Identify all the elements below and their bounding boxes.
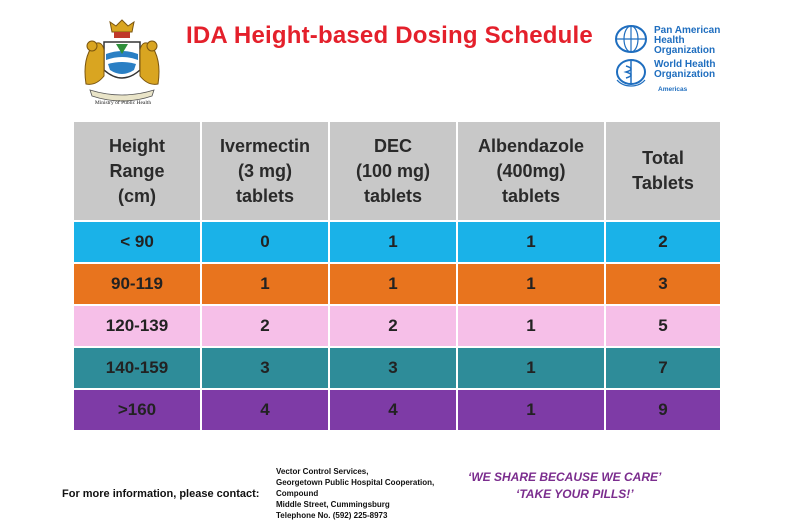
address-line: Compound — [276, 489, 319, 498]
height-range-cell: 90-119 — [74, 264, 202, 306]
dose-cell: 5 — [606, 306, 720, 348]
slogan-share: ‘WE SHARE BECAUSE WE CARE’ — [468, 470, 662, 484]
column-header: Albendazole (400mg) tablets — [458, 122, 606, 222]
address-line: Middle Street, Cummingsburg — [276, 500, 390, 509]
contact-address: Vector Control Services, Georgetown Publ… — [276, 466, 434, 521]
dose-cell: 9 — [606, 390, 720, 432]
address-line: Georgetown Public Hospital Cooperation, — [276, 478, 435, 487]
address-line: Vector Control Services, — [276, 467, 369, 476]
who-line-2: Organization — [654, 69, 716, 80]
column-header: Height Range (cm) — [74, 122, 202, 222]
dose-cell: 3 — [606, 264, 720, 306]
dose-cell: 1 — [458, 222, 606, 264]
crest-caption: Ministry of Public Health — [94, 100, 152, 106]
dose-cell: 2 — [606, 222, 720, 264]
column-header: DEC (100 mg) tablets — [330, 122, 458, 222]
dose-cell: 7 — [606, 348, 720, 390]
dose-cell: 1 — [458, 348, 606, 390]
dose-cell: 1 — [458, 264, 606, 306]
globe-icon — [615, 25, 647, 53]
paho-logo: Pan American Health Organization — [614, 24, 794, 56]
dose-cell: 4 — [330, 390, 458, 432]
dose-cell: 1 — [202, 264, 330, 306]
who-logo: World Health Organization Americas — [614, 58, 794, 93]
height-range-cell: 140-159 — [74, 348, 202, 390]
dose-cell: 1 — [330, 222, 458, 264]
dose-cell: 3 — [202, 348, 330, 390]
dose-cell: 2 — [330, 306, 458, 348]
column-header: Total Tablets — [606, 122, 720, 222]
paho-line-1: Pan American — [654, 25, 721, 36]
page-title: IDA Height-based Dosing Schedule — [186, 22, 593, 49]
dose-cell: 1 — [330, 264, 458, 306]
dose-cell: 3 — [330, 348, 458, 390]
column-header: Ivermectin (3 mg) tablets — [202, 122, 330, 222]
paho-line-3: Organization — [654, 45, 716, 56]
dose-cell: 4 — [202, 390, 330, 432]
contact-label: For more information, please contact: — [62, 488, 260, 500]
height-range-cell: >160 — [74, 390, 202, 432]
dose-cell: 2 — [202, 306, 330, 348]
paho-line-2: Health — [654, 35, 685, 46]
dose-cell: 0 — [202, 222, 330, 264]
height-range-cell: < 90 — [74, 222, 202, 264]
dose-cell: 1 — [458, 306, 606, 348]
who-emblem-icon — [616, 59, 646, 87]
height-range-cell: 120-139 — [74, 306, 202, 348]
slogan-pills: ‘TAKE YOUR PILLS!’ — [516, 487, 634, 501]
who-region-label: Americas — [658, 86, 688, 93]
who-line-1: World Health — [654, 59, 716, 70]
dose-cell: 1 — [458, 390, 606, 432]
address-line: Telephone No. (592) 225-8973 — [276, 511, 388, 520]
dosing-table: Height Range (cm) Ivermectin (3 mg) table… — [74, 122, 720, 432]
ministry-crest-logo — [84, 19, 160, 102]
